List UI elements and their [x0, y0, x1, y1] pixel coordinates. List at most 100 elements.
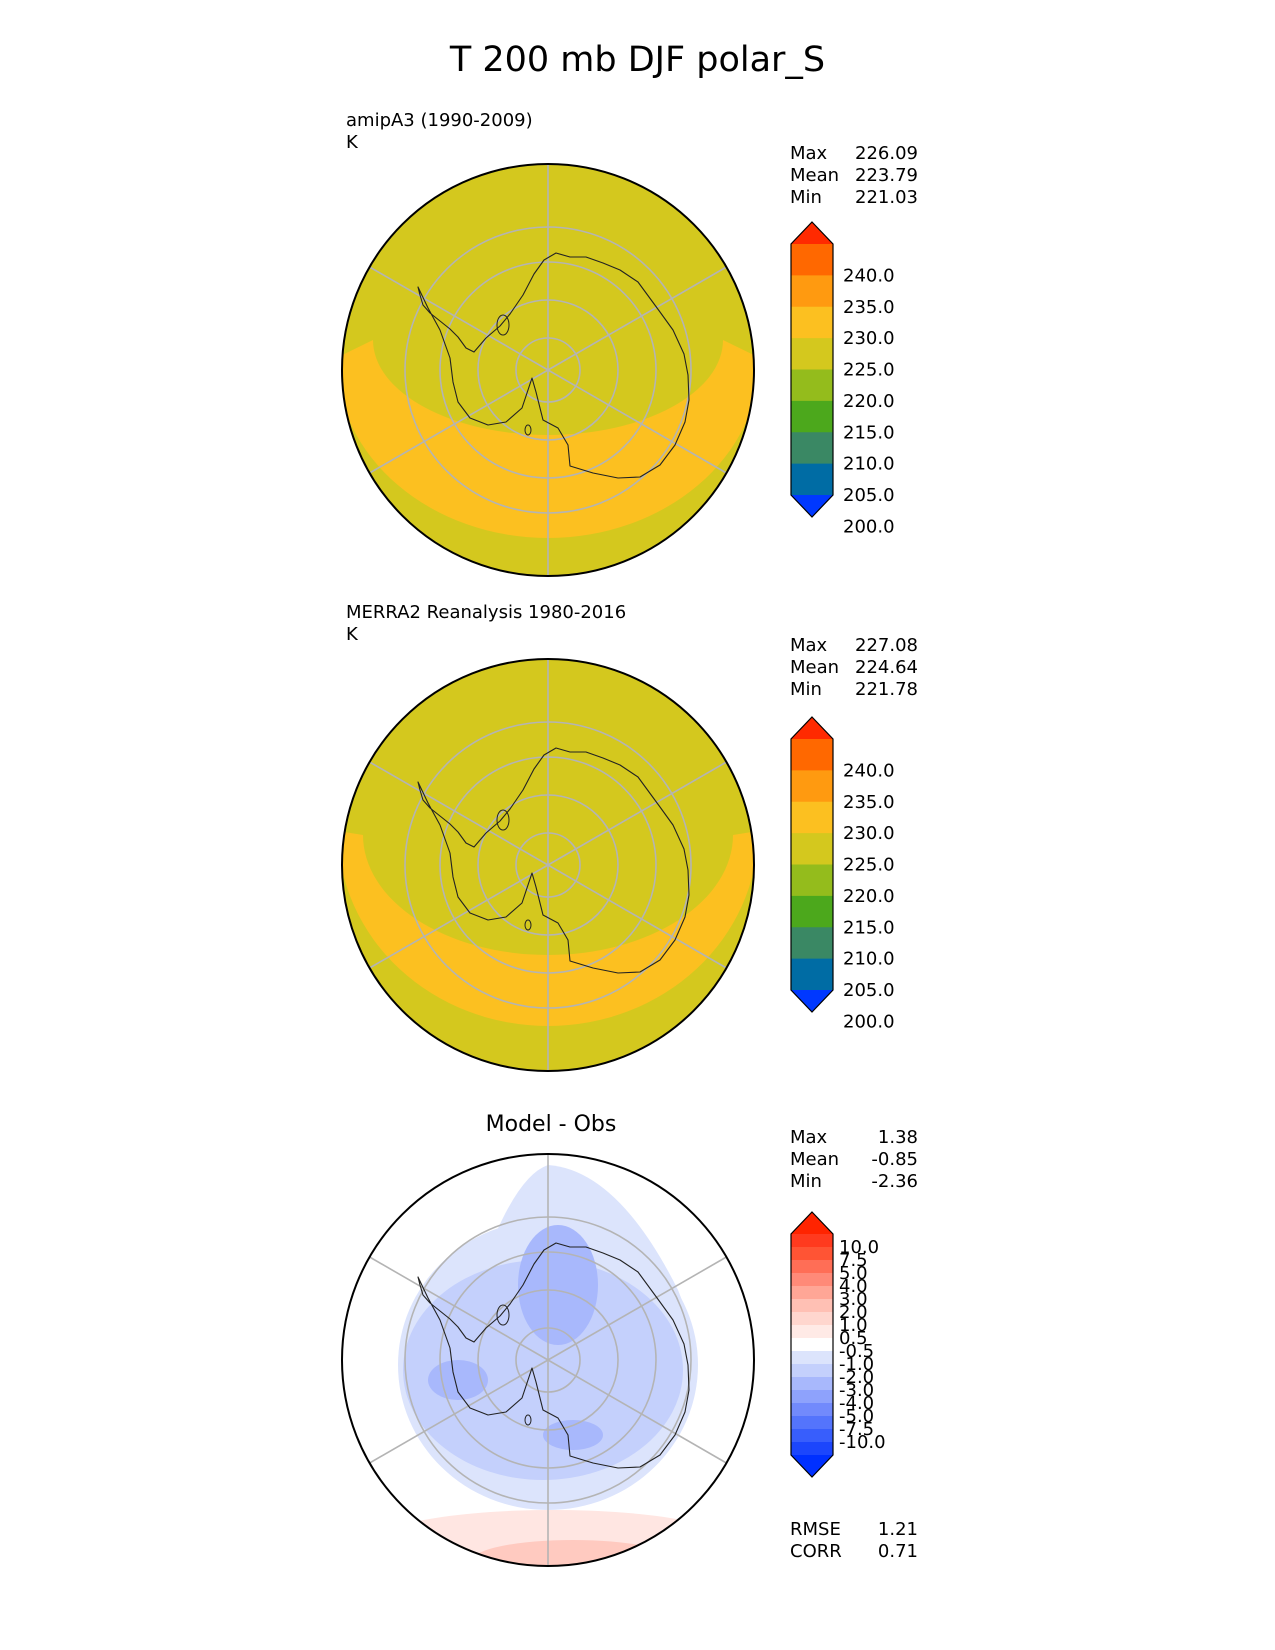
- meridian-line: [547, 369, 727, 474]
- colorbar-segment: [791, 958, 833, 991]
- colorbar-segment: [791, 400, 833, 433]
- colorbar-segment: [791, 833, 833, 866]
- colorbar-tick-label: 230.0: [843, 328, 895, 349]
- colorbar-tick-label: -5.0: [839, 1406, 874, 1427]
- panel-2-title: MERRA2 Reanalysis 1980-2016: [346, 602, 627, 623]
- colorbar-segment: [791, 1273, 833, 1287]
- meridian-line: [369, 1256, 549, 1361]
- colorbar-segment: [791, 369, 833, 402]
- meridian-line: [547, 266, 727, 371]
- colorbar-extend-max: [791, 222, 833, 244]
- colorbar-tick-label: 210.0: [843, 949, 895, 970]
- colorbar-tick-label: 4.0: [839, 1276, 868, 1297]
- coastline-antarctica: [417, 1242, 690, 1469]
- colorbar-tick-label: 210.0: [843, 454, 895, 475]
- map-boundary-3: [341, 1153, 755, 1567]
- colorbar-tick-label: 3.0: [839, 1289, 868, 1310]
- colorbar-extend-min: [791, 495, 833, 517]
- colorbar-segment: [791, 770, 833, 803]
- stat-min: Min -2.36: [790, 1171, 918, 1192]
- colorbar-segment: [791, 1364, 833, 1378]
- meridian-line: [369, 864, 549, 969]
- colorbar-segment: [791, 1325, 833, 1339]
- metric-corr: CORR 0.71: [790, 1541, 918, 1562]
- stat-max: Max 227.08: [790, 635, 918, 656]
- coastline-island: [524, 1414, 532, 1426]
- meridian-line: [369, 761, 549, 866]
- colorbar-segment: [791, 1299, 833, 1313]
- colorbar-tick-label: 5.0: [839, 1263, 868, 1284]
- colorbar-segment: [791, 1442, 833, 1456]
- colorbar-3: 10.07.55.04.03.02.01.00.5-0.5-1.0-2.0-3.…: [790, 1211, 886, 1478]
- colorbar-tick-label: 215.0: [843, 917, 895, 938]
- colorbar-tick-label: -1.0: [839, 1354, 874, 1375]
- map-boundary-2: [341, 658, 755, 1072]
- colorbar-tick-label: 235.0: [843, 792, 895, 813]
- colorbar-outline: [790, 1211, 834, 1478]
- colorbar-segment: [791, 244, 833, 276]
- colorbar-tick-label: -7.5: [839, 1419, 874, 1440]
- coastline-island: [524, 919, 532, 931]
- colorbar-segment: [791, 801, 833, 834]
- meridian-line: [547, 864, 727, 969]
- colorbar-tick-label: 200.0: [843, 516, 895, 537]
- coastline-island: [496, 809, 510, 831]
- figure-title: T 200 mb DJF polar_S: [449, 40, 826, 80]
- colorbar-extend-min: [791, 990, 833, 1012]
- colorbar-1: 240.0 235.0 230.0 225.0 220.0 215.0 210.0 205.0…: [790, 221, 895, 537]
- panel-2-stats: Max 227.08 Mean 224.64 Min 221.78: [790, 635, 918, 701]
- colorbar-extend-max: [791, 1212, 833, 1234]
- colorbar-tick-label: 205.0: [843, 980, 895, 1001]
- meridian-line: [547, 1359, 727, 1464]
- coastline-antarctica: [417, 747, 690, 974]
- colorbar-tick-label: 205.0: [843, 485, 895, 506]
- colorbar-segment: [791, 1338, 833, 1352]
- panel-3-title: Model - Obs: [485, 1112, 617, 1137]
- colorbar-tick-label: 7.5: [839, 1250, 868, 1271]
- colorbar-segment: [791, 1234, 833, 1248]
- stat-mean: Mean -0.85: [790, 1149, 918, 1170]
- field-positive-core: [473, 1540, 673, 1566]
- meridian-line: [547, 1256, 727, 1361]
- colorbar-tick-label: 225.0: [843, 360, 895, 381]
- stat-min: Min 221.78: [790, 679, 918, 700]
- panel-3-stats: Max 1.38 Mean -0.85 Min -2.36: [790, 1127, 918, 1193]
- colorbar-segment: [791, 275, 833, 308]
- panel-1-units: K: [346, 132, 358, 153]
- colorbar-segment: [791, 1286, 833, 1300]
- colorbar-segment: [791, 432, 833, 465]
- stat-max: Max 226.09: [790, 143, 918, 164]
- panel-1-stats: Max 226.09 Mean 223.79 Min 221.03: [790, 143, 918, 209]
- colorbar-tick-label: -2.0: [839, 1367, 874, 1388]
- stat-min: Min 221.03: [790, 187, 918, 208]
- colorbar-segment: [791, 1429, 833, 1443]
- colorbar-tick-label: 235.0: [843, 297, 895, 318]
- colorbar-tick-label: 220.0: [843, 391, 895, 412]
- stat-mean: Mean 224.64: [790, 657, 918, 678]
- colorbar-segment: [791, 1403, 833, 1417]
- field-patch-negative-south: [543, 1420, 603, 1450]
- colorbar-tick-label: 2.0: [839, 1302, 868, 1323]
- colorbar-segment: [791, 1312, 833, 1326]
- colorbar-tick-label: 215.0: [843, 422, 895, 443]
- colorbar-2: 240.0 235.0 230.0 225.0 220.0 215.0 210.0 205.0…: [790, 716, 895, 1032]
- stat-max: Max 1.38: [790, 1127, 918, 1148]
- panel-3-metrics: RMSE 1.21 CORR 0.71: [790, 1519, 918, 1563]
- meridian-line: [369, 1359, 549, 1464]
- colorbar-segment: [791, 1377, 833, 1391]
- colorbar-segment: [791, 463, 833, 496]
- field-patch-negative: [518, 1225, 598, 1345]
- colorbar-segment: [791, 338, 833, 371]
- colorbar-tick-label: -3.0: [839, 1380, 874, 1401]
- colorbar-tick-label: 230.0: [843, 823, 895, 844]
- colorbar-segment: [791, 895, 833, 928]
- colorbar-outline: [790, 716, 834, 1013]
- colorbar-segment: [791, 306, 833, 339]
- coastline-island: [496, 1304, 510, 1326]
- stat-mean: Mean 223.79: [790, 165, 918, 186]
- colorbar-tick-label: 240.0: [843, 760, 895, 781]
- colorbar-extend-max: [791, 717, 833, 739]
- map-panel-3: [342, 1154, 754, 1566]
- field-patch-negative-west: [428, 1360, 488, 1400]
